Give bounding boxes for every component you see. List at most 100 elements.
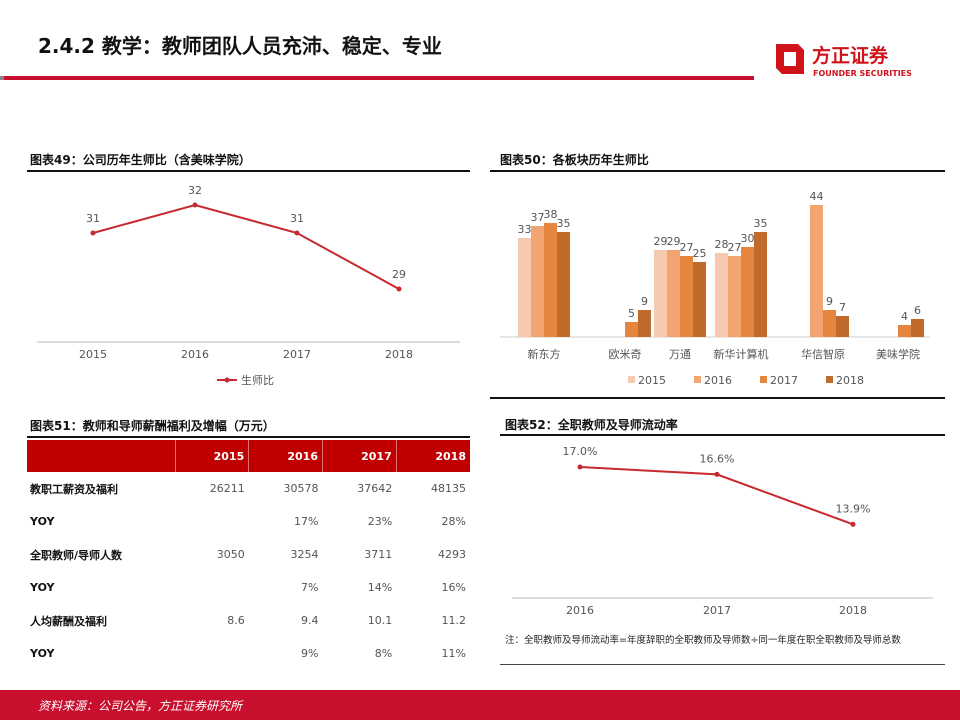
x-tick-label: 2018	[839, 604, 867, 617]
x-tick-label: 欧米奇	[609, 348, 642, 361]
bar-label: 28	[715, 238, 729, 251]
bar-2017	[680, 256, 693, 337]
legend-label: 2018	[836, 374, 864, 387]
chart49-svg: 31 32 31 29 2015 2016 2017 2018 生师比	[37, 184, 460, 387]
table-cell: 9.4	[301, 614, 319, 627]
table-cell: 7%	[301, 581, 319, 594]
series-line	[92, 203, 400, 290]
footer-bar: 资料来源：公司公告，方正证券研究所	[0, 690, 960, 720]
bar-label: 9	[826, 295, 833, 308]
salary-table: 2015 2016 2017 2018 教职工薪资及福利 26211 30578 37…	[27, 440, 470, 670]
col-header: 2017	[322, 440, 397, 472]
bar-2016	[728, 256, 741, 337]
x-tick-label: 华信智原	[801, 347, 845, 361]
x-tick-label: 2018	[385, 348, 413, 361]
table-cell: 11%	[441, 647, 466, 660]
chart52-bottom-rule	[500, 664, 945, 665]
data-label: 31	[290, 212, 304, 225]
chart50-rule	[490, 170, 945, 172]
legend-label: 生师比	[241, 373, 274, 387]
page-title: 2.4.2 教学：教师团队人员充沛、稳定、专业	[38, 34, 442, 58]
source-text: 资料来源：公司公告，方正证券研究所	[38, 699, 243, 713]
table-row: YOY 17% 23% 28%	[27, 505, 470, 538]
bar-2018	[754, 232, 767, 337]
logo-cn: 方正证券	[812, 44, 889, 67]
bar-2016	[667, 250, 680, 337]
bar-label: 5	[628, 307, 635, 320]
bar-2018	[557, 232, 570, 337]
table-cell: 8%	[374, 647, 393, 660]
table-row: YOY 7% 14% 16%	[27, 571, 470, 604]
x-tick-label: 2017	[283, 348, 311, 361]
chart52-title: 图表52：全职教师及导师流动率	[505, 418, 678, 432]
table51-rule	[27, 436, 470, 438]
x-tick-label: 新东方	[528, 347, 561, 361]
data-label: 31	[86, 212, 100, 225]
col-header: 2015	[174, 440, 249, 472]
legend-label: 2015	[638, 374, 666, 387]
table-cell: 16%	[441, 581, 466, 594]
bar-2018	[836, 316, 849, 337]
row-label: 人均薪酬及福利	[30, 614, 107, 628]
table-row: YOY 9% 8% 11%	[27, 637, 470, 670]
x-tick-label: 2016	[181, 348, 209, 361]
bar-label: 27	[728, 241, 742, 254]
x-tick-label: 2015	[79, 348, 107, 361]
bar-2017	[898, 325, 911, 337]
table-cell: 9%	[301, 647, 319, 660]
data-point	[714, 471, 720, 477]
x-tick-label: 美味学院	[876, 347, 920, 361]
bar-label: 33	[518, 223, 532, 236]
row-label: YOY	[30, 515, 55, 528]
x-tick-label: 新华计算机	[714, 347, 769, 361]
legend-swatch	[760, 376, 767, 383]
logo-en: FOUNDER SECURITIES	[813, 69, 912, 78]
legend-swatch	[628, 376, 635, 383]
chart49-title: 图表49：公司历年生师比（含美味学院）	[30, 153, 251, 167]
row-label: YOY	[30, 647, 55, 660]
chart52-svg: 17.0% 16.6% 13.9% 2016 2017 2018	[512, 445, 933, 617]
legend-marker	[224, 377, 230, 383]
table-cell: 17%	[294, 515, 319, 528]
bar-label: 6	[914, 304, 921, 317]
table-row: 教职工薪资及福利 26211 30578 37642 48135	[27, 472, 470, 505]
table-cell: 28%	[441, 515, 466, 528]
header-accent	[0, 76, 4, 80]
x-tick-label: 2016	[566, 604, 594, 617]
col-header: 2018	[395, 440, 470, 472]
bar-2015	[654, 250, 667, 337]
bar-2017	[544, 223, 557, 337]
data-point	[294, 230, 300, 236]
chart50-bottom-rule	[490, 397, 945, 399]
table51-title: 图表51：教师和导师薪酬福利及增幅（万元）	[30, 419, 275, 433]
legend-label: 2016	[704, 374, 732, 387]
logo-mark-icon: 方正证券 FOUNDER SECURITIES	[776, 44, 912, 78]
bar-2018	[638, 310, 651, 337]
row-label: YOY	[30, 581, 55, 594]
bar-label: 44	[810, 190, 824, 203]
table-cell: 4293	[438, 548, 466, 561]
legend-swatch	[694, 376, 701, 383]
chart52-rule	[500, 434, 945, 436]
table-cell: 26211	[209, 482, 245, 495]
chart52-note: 注：全职教师及导师流动率=年度辞职的全职教师及导师数÷同一年度在职全职教师及导师…	[505, 635, 901, 646]
bar-label: 27	[680, 241, 694, 254]
data-point	[396, 286, 402, 292]
bar-2015	[518, 238, 531, 337]
bar-label: 29	[654, 235, 668, 248]
data-label: 16.6%	[700, 452, 735, 465]
col-header	[27, 440, 175, 472]
data-label: 13.9%	[836, 502, 871, 515]
bar-label: 9	[641, 295, 648, 308]
table-cell: 11.2	[441, 614, 467, 627]
bar-2017	[741, 247, 754, 337]
bar-label: 25	[693, 247, 707, 260]
bar-label: 30	[741, 232, 755, 245]
chart49-rule	[27, 170, 470, 172]
table-cell	[175, 571, 249, 604]
bar-2018	[911, 319, 924, 337]
table-cell: 10.1	[367, 614, 393, 627]
data-point	[90, 230, 96, 236]
table-cell: 37642	[357, 482, 393, 495]
